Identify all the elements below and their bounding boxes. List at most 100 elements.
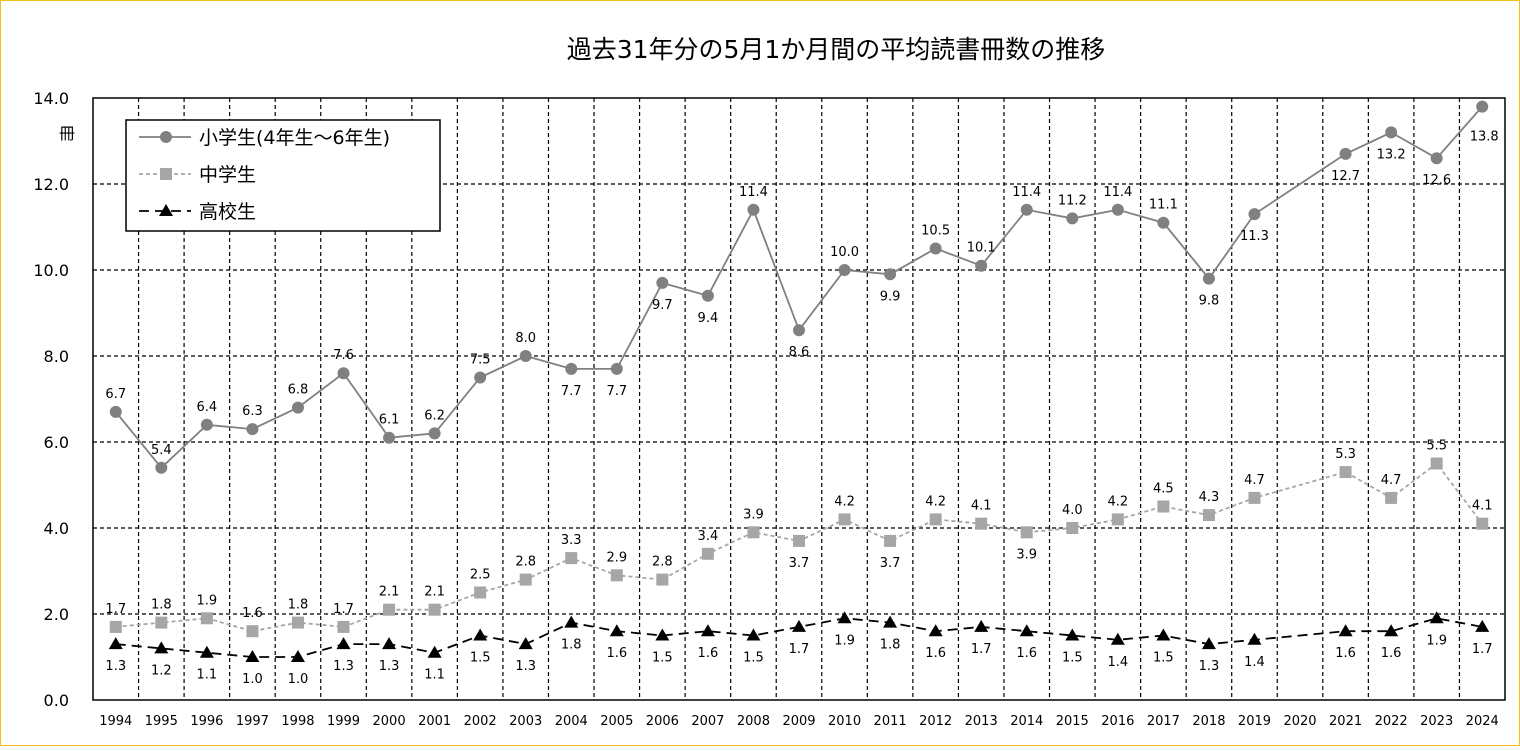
data-label: 1.5 [470,651,491,666]
y-tick-label: 8.0 [44,347,69,366]
data-point-circle [838,264,851,276]
data-point-triangle [792,619,806,632]
data-label: 1.1 [197,668,218,683]
data-label: 4.1 [971,499,992,514]
data-point-square [519,573,532,586]
data-label: 13.8 [1470,130,1499,145]
data-label: 1.9 [1426,633,1447,648]
data-label: 6.7 [105,387,126,402]
series-2: 1.3 1.2 1.1 1.0 1.0 1.3 1.3 1.1 1.5 1.3 1.8 1.6 1.5 1… [105,611,1493,687]
data-point-circle [160,131,172,143]
data-label: 3.7 [789,556,810,571]
data-point-triangle [1429,611,1444,624]
y-tick-label: 14.0 [33,89,69,108]
data-label: 4.2 [834,494,855,509]
x-tick-label: 2015 [1056,714,1089,729]
data-label: 1.8 [288,598,309,613]
data-point-circle [1476,100,1489,113]
data-point-triangle [1019,624,1034,637]
data-label: 6.1 [379,413,400,428]
data-point-triangle [1156,628,1171,641]
data-point-circle [1111,203,1124,216]
data-point-circle [519,350,532,362]
data-point-circle [109,405,122,418]
data-point-triangle [837,611,852,624]
data-point-triangle [564,615,579,628]
data-point-triangle [159,204,173,216]
data-label: 2.8 [652,555,673,570]
legend-box [125,119,441,232]
data-point-square [1430,457,1443,470]
data-point-triangle [1247,632,1262,645]
data-label: 11.3 [1240,229,1269,244]
legend-label: 高校生 [199,201,256,223]
data-point-square [656,573,669,586]
data-point-circle [337,367,350,380]
plot-area-border [92,97,1506,701]
data-label: 1.5 [652,651,673,666]
x-tick-label: 2017 [1147,714,1180,729]
x-tick-label: 2000 [373,714,406,729]
data-label: 1.8 [561,638,582,653]
y-tick-label: 0.0 [44,691,69,710]
data-point-square [747,526,760,539]
x-tick-label: 1997 [236,714,269,729]
data-label: 1.6 [1335,646,1356,661]
data-point-circle [656,276,669,289]
data-label: 2.1 [379,585,400,600]
data-point-triangle [928,624,943,637]
x-tick-label: 2008 [737,714,770,729]
data-label: 4.0 [1062,503,1083,518]
data-point-circle [1339,147,1352,160]
data-point-square [428,603,441,616]
data-point-triangle [746,628,761,641]
data-label: 2.8 [515,555,536,570]
data-label: 4.5 [1153,482,1174,497]
x-tick-label: 2001 [418,714,451,729]
data-point-square [1339,466,1352,479]
x-tick-label: 2007 [691,714,724,729]
data-point-square [109,620,122,633]
data-label: 1.1 [424,668,445,683]
data-point-circle [929,242,942,255]
data-point-circle [246,423,259,436]
data-point-circle [747,203,760,216]
data-label: 11.4 [1103,185,1132,200]
data-point-triangle [609,624,624,637]
data-label: 1.7 [333,602,354,617]
x-tick-label: 2020 [1283,714,1316,729]
legend-label: 小学生(4年生～6年生) [199,127,390,149]
y-tick-label: 4.0 [44,519,69,538]
data-label: 1.6 [1381,646,1402,661]
data-label: 1.0 [242,672,263,687]
data-label: 6.8 [288,383,309,398]
data-point-square [200,612,213,625]
x-tick-label: 2009 [782,714,815,729]
data-label: 1.7 [971,642,992,657]
data-label: 1.7 [105,602,126,617]
data-point-triangle [199,645,214,658]
chart-title: 過去31年分の5月1か月間の平均読書冊数の推移 [567,35,1106,64]
data-point-circle [1430,152,1443,165]
data-point-triangle [1065,628,1080,641]
x-tick-label: 2002 [464,714,497,729]
series-line [115,106,1483,470]
data-label: 9.9 [880,289,901,304]
data-label: 2.5 [470,568,491,583]
data-label: 4.7 [1381,473,1402,488]
data-label: 7.7 [561,384,582,399]
data-point-square [565,552,578,565]
data-point-circle [428,427,441,440]
data-point-square [929,513,942,526]
data-point-triangle [655,628,670,641]
data-point-square [383,603,396,616]
data-point-circle [1202,272,1215,285]
data-point-square [1111,513,1124,526]
y-axis-label: 冊 [59,124,75,143]
data-point-circle [200,418,213,431]
series-1: 1.7 1.8 1.9 1.6 1.8 1.7 2.1 2.1 2.5 2.8 3.3 2.9 2.8 3… [105,439,1493,638]
data-point-circle [610,362,623,375]
data-label: 1.6 [925,646,946,661]
